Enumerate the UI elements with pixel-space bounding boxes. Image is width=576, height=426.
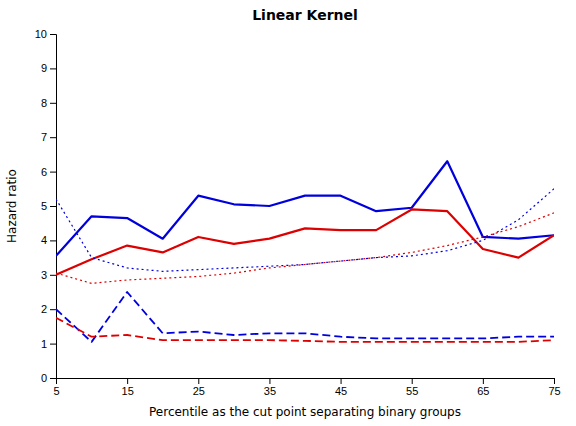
tick: 25 [193, 378, 205, 397]
tick-label: 0 [41, 372, 47, 384]
series-line [56, 318, 554, 342]
tick-label: 8 [41, 97, 47, 109]
tick-label: 15 [122, 385, 134, 397]
chart: 515253545556575012345678910Linear Kernel… [0, 0, 576, 426]
tick: 8 [41, 97, 56, 109]
tick-label: 45 [335, 385, 347, 397]
tick-mark [50, 378, 56, 379]
tick-label: 35 [264, 385, 276, 397]
axis-line [50, 35, 57, 379]
series-line [56, 161, 554, 256]
tick-label: 5 [41, 200, 47, 212]
tick-label: 6 [41, 166, 47, 178]
tick: 4 [41, 234, 56, 246]
tick-mark [127, 378, 128, 384]
tick-mark [341, 378, 342, 384]
tick-mark [50, 240, 56, 241]
tick-mark [198, 378, 199, 384]
tick: 2 [41, 303, 56, 315]
tick-mark [50, 172, 56, 173]
tick: 75 [548, 378, 560, 397]
tick: 45 [335, 378, 347, 397]
tick-label: 10 [35, 28, 47, 40]
tick: 65 [477, 378, 489, 397]
tick-mark [412, 378, 413, 384]
tick-mark [50, 34, 56, 35]
tick: 55 [406, 378, 418, 397]
tick-mark [554, 378, 555, 384]
series-line [56, 292, 554, 342]
series-line [56, 189, 554, 272]
tick-mark [50, 344, 56, 345]
y-axis-title: Hazard ratio [5, 169, 19, 243]
tick-mark [50, 68, 56, 69]
tick: 3 [41, 269, 56, 281]
tick-label: 5 [53, 385, 59, 397]
tick-label: 4 [41, 234, 47, 246]
axis-line [57, 379, 555, 385]
tick-mark [50, 309, 56, 310]
tick-label: 65 [477, 385, 489, 397]
tick: 15 [122, 378, 134, 397]
tick-label: 75 [548, 385, 560, 397]
plot: 515253545556575012345678910 [35, 28, 561, 397]
series-line [56, 213, 554, 284]
tick-mark [50, 103, 56, 104]
tick: 5 [41, 200, 56, 212]
tick-mark [269, 378, 270, 384]
tick-mark [50, 275, 56, 276]
tick: 1 [41, 338, 56, 350]
tick-label: 9 [41, 62, 47, 74]
tick: 7 [41, 131, 56, 143]
tick-label: 25 [193, 385, 205, 397]
tick-mark [50, 206, 56, 207]
x-axis-title: Percentile as the cut point separating b… [149, 405, 461, 419]
tick: 9 [41, 62, 56, 74]
title: Linear Kernel [252, 7, 358, 23]
tick: 5 [53, 378, 59, 397]
tick: 0 [41, 372, 56, 384]
tick-label: 1 [41, 338, 47, 350]
y-axis: 0 1 2 3 4 5 6 7 8 9 10 [35, 28, 57, 384]
tick-label: 3 [41, 269, 47, 281]
tick-label: 7 [41, 131, 47, 143]
x-axis: 5 15 25 35 45 55 65 75 [53, 378, 560, 397]
tick: 6 [41, 166, 56, 178]
tick-label: 55 [406, 385, 418, 397]
tick-mark [483, 378, 484, 384]
lines [56, 161, 554, 342]
tick-label: 2 [41, 303, 47, 315]
tick-mark [50, 137, 56, 138]
tick: 35 [264, 378, 276, 397]
tick: 10 [35, 28, 56, 40]
